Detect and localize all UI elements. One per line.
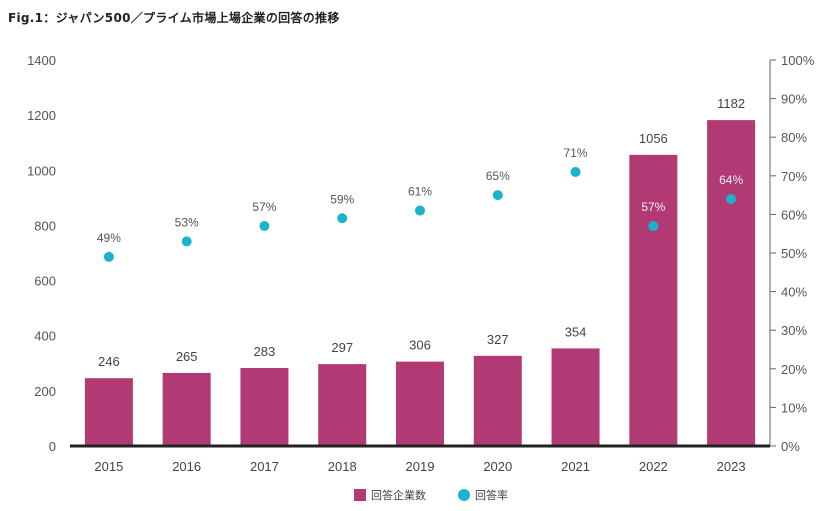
rate-value-label: 57% xyxy=(252,200,276,214)
bar-2016 xyxy=(162,372,211,446)
bar-value-label: 306 xyxy=(409,338,431,353)
rate-value-label: 64% xyxy=(719,173,743,187)
rate-value-label: 61% xyxy=(408,185,432,199)
y-right-tick-label: 60% xyxy=(781,207,807,222)
y-right-tick-label: 100% xyxy=(781,53,815,68)
bar-value-label: 265 xyxy=(176,349,198,364)
chart-title: Fig.1：ジャパン500／プライム市場上場企業の回答の推移 xyxy=(8,11,340,25)
x-category-label: 2016 xyxy=(172,459,201,474)
rate-point-2015 xyxy=(103,251,114,262)
bar-2017 xyxy=(240,367,289,446)
y-left-tick-label: 600 xyxy=(34,274,56,289)
rate-point-2017 xyxy=(259,220,270,231)
rate-value-label: 65% xyxy=(486,169,510,183)
y-left-tick-label: 1200 xyxy=(27,108,56,123)
x-category-label: 2019 xyxy=(406,459,435,474)
y-right-tick-label: 10% xyxy=(781,400,807,415)
y-right-tick-label: 20% xyxy=(781,362,807,377)
bar-value-label: 1182 xyxy=(717,96,745,111)
y-right-tick-label: 0% xyxy=(781,439,800,454)
rate-point-2018 xyxy=(337,213,348,224)
legend-label: 回答率 xyxy=(475,488,508,502)
y-left-tick-label: 1400 xyxy=(27,53,56,68)
y-right-tick-label: 80% xyxy=(781,130,807,145)
rate-point-2021 xyxy=(570,166,581,177)
bar-2020 xyxy=(473,355,522,446)
bar-value-label: 246 xyxy=(98,354,120,369)
bar-value-label: 283 xyxy=(254,344,276,359)
x-category-label: 2015 xyxy=(94,459,123,474)
rate-point-2023 xyxy=(726,193,737,204)
rate-point-2020 xyxy=(492,190,503,201)
rate-value-label: 49% xyxy=(97,231,121,245)
y-right-tick-label: 70% xyxy=(781,169,807,184)
rate-point-2016 xyxy=(181,236,192,247)
bar-2015 xyxy=(84,378,133,446)
rate-value-label: 71% xyxy=(564,146,588,160)
y-right-tick-label: 30% xyxy=(781,323,807,338)
bar-value-label: 327 xyxy=(487,332,509,347)
legend-bar-swatch xyxy=(354,489,366,501)
y-right-tick-label: 90% xyxy=(781,92,807,107)
bar-value-label: 1056 xyxy=(639,131,668,146)
bar-2021 xyxy=(551,348,600,446)
rate-value-label: 57% xyxy=(641,200,665,214)
legend-dot-swatch xyxy=(458,489,470,501)
x-category-label: 2017 xyxy=(250,459,279,474)
rate-value-label: 53% xyxy=(175,215,199,229)
x-category-label: 2023 xyxy=(717,459,746,474)
legend-label: 回答企業数 xyxy=(371,488,426,502)
x-category-label: 2020 xyxy=(483,459,512,474)
rate-point-2019 xyxy=(415,205,425,216)
rate-point-2022 xyxy=(648,220,659,231)
bar-value-label: 297 xyxy=(331,340,353,355)
y-right-tick-label: 40% xyxy=(781,285,807,300)
x-category-label: 2018 xyxy=(328,459,357,474)
y-left-tick-label: 800 xyxy=(34,218,56,233)
rate-value-label: 59% xyxy=(330,192,354,206)
y-left-tick-label: 0 xyxy=(49,439,56,454)
bar-value-label: 354 xyxy=(565,324,587,339)
bar-2023 xyxy=(707,120,756,446)
y-right-tick-label: 50% xyxy=(781,246,807,261)
y-left-tick-label: 200 xyxy=(34,384,56,399)
y-left-tick-label: 1000 xyxy=(27,163,56,178)
bar-2018 xyxy=(318,364,367,446)
x-category-label: 2022 xyxy=(639,459,668,474)
bar-2022 xyxy=(629,154,678,447)
y-left-tick-label: 400 xyxy=(34,329,56,344)
x-category-label: 2021 xyxy=(561,459,590,474)
bar-2019 xyxy=(396,361,444,446)
